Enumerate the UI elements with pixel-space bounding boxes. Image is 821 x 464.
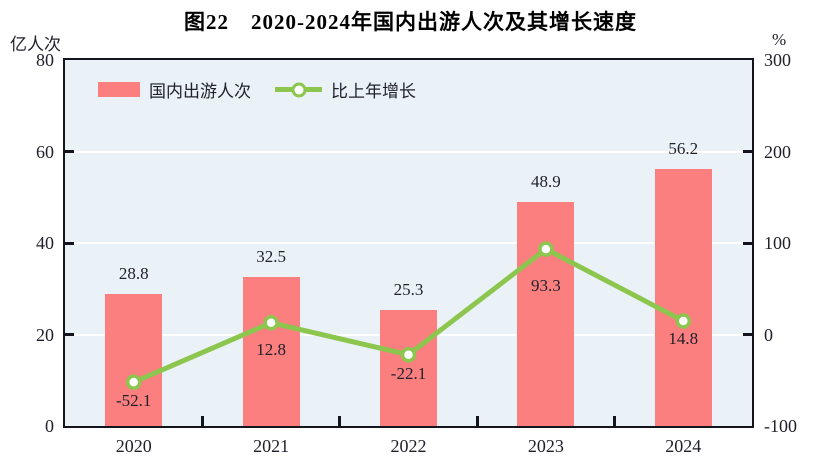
bar-2023 <box>517 202 575 426</box>
bar-value-label: 32.5 <box>256 247 286 267</box>
legend-item-bar-series: 国内出游人次 <box>98 77 251 102</box>
legend: 国内出游人次 比上年增长 <box>98 77 416 102</box>
right-axis-tick <box>743 333 752 336</box>
line-point-marker <box>400 346 417 363</box>
line-point-marker <box>125 374 142 390</box>
left-axis-tick <box>65 241 74 245</box>
left-axis-tick-label: 40 <box>36 233 54 253</box>
right-axis-unit-label: % <box>772 30 787 49</box>
legend-label-line-series: 比上年增长 <box>331 82 416 101</box>
line-value-label: -52.1 <box>115 391 152 411</box>
right-axis-tick-label: 300 <box>764 50 791 70</box>
right-axis-tick-label: 0 <box>764 324 773 345</box>
gridline <box>65 150 752 153</box>
trend-line-layer <box>125 241 692 390</box>
x-axis-tick <box>200 416 204 426</box>
left-axis-tick <box>65 333 74 336</box>
left-axis-tick-label: 20 <box>36 324 54 345</box>
bar-value-label: 28.8 <box>118 264 149 284</box>
x-axis-label-2022: 2022 <box>390 436 427 456</box>
right-axis-tick-label: 100 <box>764 233 791 253</box>
gridline <box>65 242 752 244</box>
line-value-label: 14.8 <box>668 328 699 348</box>
line-point-marker <box>263 315 279 331</box>
left-axis-unit-label: 亿人次 <box>10 35 61 54</box>
bar-2021 <box>242 277 300 426</box>
left-axis-tick-label: 0 <box>45 416 54 436</box>
line-value-label: -22.1 <box>390 363 427 383</box>
plot-area: 国内出游人次 比上年增长 28.8 32.5 25.3 48.9 56.2 -52.1 12… <box>65 60 752 426</box>
x-axis-tick <box>338 416 342 426</box>
left-axis-tick-label: 80 <box>36 50 54 70</box>
legend-label-bar-series: 国内出游人次 <box>149 82 251 101</box>
line-value-label: 12.8 <box>256 339 286 359</box>
right-axis-tick-label: -100 <box>764 416 797 436</box>
x-axis-label-2021: 2021 <box>253 436 290 456</box>
bar-2022 <box>380 310 437 426</box>
bar-value-label: 56.2 <box>668 138 699 158</box>
right-axis-tick <box>743 241 752 245</box>
x-axis-tick <box>475 416 479 426</box>
x-axis-label-2020: 2020 <box>115 436 152 456</box>
bar-2024 <box>654 168 712 426</box>
x-axis-label-2023: 2023 <box>527 436 564 456</box>
bar-value-label: 25.3 <box>393 280 424 300</box>
right-axis-tick <box>743 150 752 153</box>
bar-series-swatch-icon <box>98 82 140 97</box>
left-axis-tick-label: 60 <box>36 141 54 162</box>
right-axis-tick-label: 200 <box>764 141 791 162</box>
legend-item-line-series: 比上年增长 <box>275 77 416 102</box>
line-series-marker-icon <box>275 82 322 97</box>
x-axis-tick <box>613 416 617 426</box>
chart-title: 图22 2020-2024年国内出游人次及其增长速度 <box>184 10 637 34</box>
line-point-marker <box>538 241 554 257</box>
bar-2020 <box>105 294 163 426</box>
x-axis-label-2024: 2024 <box>665 436 702 456</box>
bar-value-label: 48.9 <box>531 172 561 192</box>
line-point-marker <box>675 313 692 329</box>
line-value-label: 93.3 <box>531 276 561 296</box>
left-axis-tick <box>65 150 74 153</box>
